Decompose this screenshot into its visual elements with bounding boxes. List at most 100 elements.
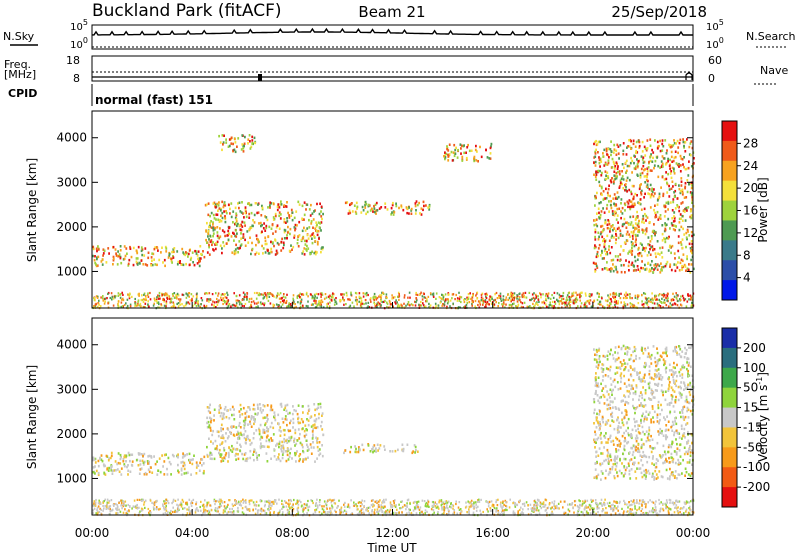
echo-cell	[146, 293, 149, 296]
echo-cell	[422, 292, 425, 295]
echo-cell	[140, 299, 143, 302]
echo-cell	[130, 255, 133, 259]
echo-cell	[605, 267, 608, 270]
echo-cell	[110, 466, 112, 470]
echo-cell	[102, 299, 105, 302]
echo-cell	[639, 184, 641, 187]
echo-cell	[634, 167, 637, 171]
echo-cell	[495, 499, 498, 502]
echo-cell	[468, 301, 471, 304]
echo-cell	[145, 297, 147, 300]
echo-cell	[172, 498, 175, 501]
echo-cell	[505, 505, 508, 508]
echo-cell	[623, 263, 625, 267]
echo-cell	[243, 436, 246, 440]
echo-cell	[688, 242, 691, 246]
echo-cell	[312, 218, 315, 221]
echo-cell	[662, 165, 664, 168]
echo-cell	[150, 256, 153, 259]
echo-cell	[143, 452, 146, 456]
echo-cell	[667, 305, 670, 308]
echo-cell	[625, 226, 628, 229]
echo-cell	[326, 507, 328, 510]
echo-cell	[443, 503, 445, 506]
echo-cell	[671, 304, 673, 307]
echo-cell	[354, 299, 357, 302]
echo-cell	[191, 299, 193, 302]
echo-cell	[244, 499, 247, 502]
echo-cell	[247, 138, 250, 141]
echo-cell	[657, 304, 659, 307]
echo-cell	[297, 500, 299, 503]
echo-cell	[339, 508, 341, 512]
echo-cell	[642, 231, 644, 234]
echo-cell	[149, 499, 152, 502]
echo-cell	[644, 192, 646, 196]
echo-cell	[312, 226, 314, 229]
echo-cell	[187, 294, 189, 297]
echo-cell	[630, 221, 633, 224]
echo-cell	[199, 505, 201, 509]
echo-cell	[480, 293, 483, 296]
echo-cell	[597, 247, 600, 250]
echo-cell	[637, 160, 640, 163]
echo-cell	[682, 253, 685, 256]
echo-cell	[157, 296, 159, 299]
echo-cell	[296, 238, 299, 241]
echo-cell	[306, 512, 308, 515]
echo-cell	[137, 303, 139, 307]
echo-cell	[669, 501, 671, 504]
echo-cell	[581, 504, 583, 507]
echo-cell	[93, 258, 96, 262]
echo-cell	[116, 508, 118, 512]
echo-cell	[304, 503, 307, 506]
echo-cell	[609, 297, 612, 301]
echo-cell	[690, 249, 692, 253]
echo-cell	[225, 210, 227, 213]
echo-cell	[142, 463, 145, 466]
echo-cell	[285, 301, 288, 304]
echo-cell	[422, 200, 425, 204]
echo-cell	[615, 232, 617, 236]
echo-cell	[643, 502, 646, 505]
echo-cell	[279, 292, 282, 295]
echo-cell	[611, 234, 614, 238]
echo-cell	[374, 296, 377, 299]
freq-marker	[258, 74, 262, 81]
echo-cell	[499, 292, 502, 295]
echo-cell	[663, 205, 666, 208]
echo-cell	[327, 295, 330, 298]
echo-cell	[674, 150, 677, 153]
echo-cell	[566, 304, 568, 307]
echo-cell	[294, 303, 296, 306]
echo-cell	[455, 500, 457, 503]
echo-cell	[632, 197, 635, 200]
echo-cell	[649, 253, 652, 256]
echo-cell	[226, 234, 229, 237]
echo-cell	[684, 219, 687, 222]
echo-cell	[668, 143, 670, 147]
echo-cell	[456, 512, 459, 515]
echo-cell	[592, 510, 595, 513]
echo-cell	[446, 147, 448, 151]
echo-cell	[197, 509, 200, 513]
echo-cell	[208, 298, 210, 301]
echo-cell	[342, 511, 344, 514]
echo-cell	[103, 507, 105, 510]
echo-cell	[361, 508, 364, 511]
echo-cell	[683, 263, 686, 267]
echo-cell	[332, 292, 334, 295]
echo-cell	[303, 503, 306, 506]
echo-cell	[214, 206, 217, 209]
echo-cell	[238, 300, 241, 303]
echo-cell	[675, 142, 677, 145]
echo-cell	[646, 216, 649, 219]
echo-cell	[264, 229, 267, 232]
echo-cell	[395, 202, 397, 205]
echo-cell	[660, 501, 662, 504]
echo-cell	[150, 466, 152, 469]
velocity-echo-layer	[92, 344, 695, 517]
echo-cell	[641, 243, 643, 247]
echo-cell	[443, 506, 445, 509]
